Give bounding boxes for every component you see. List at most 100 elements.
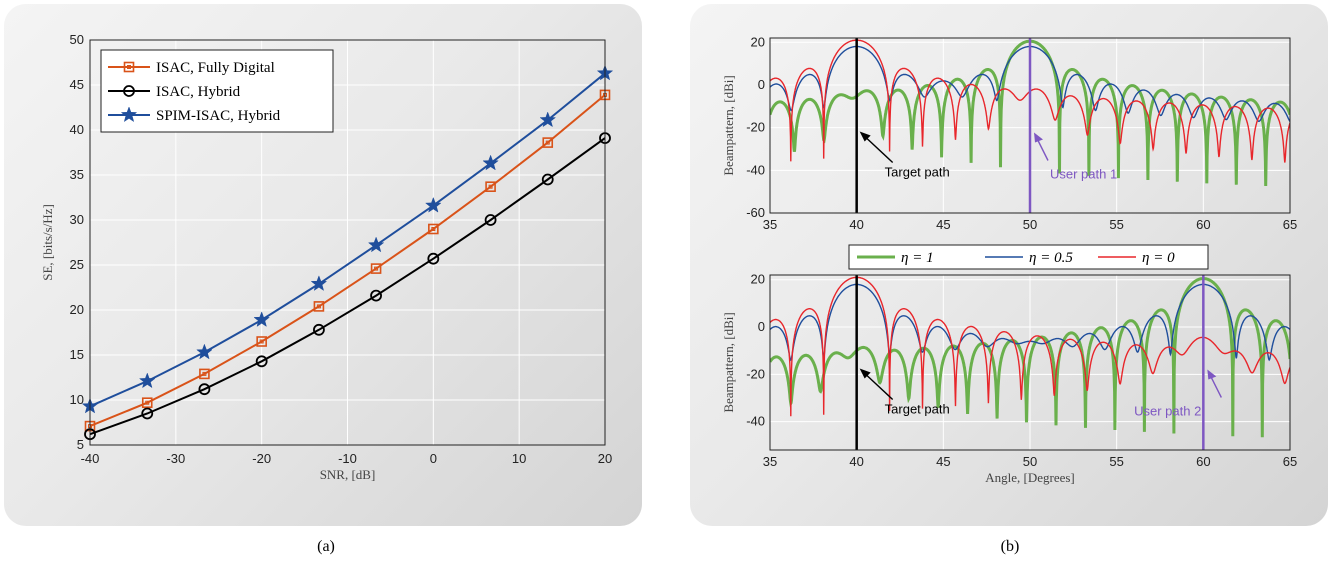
user-path-label: User path 2 — [1134, 404, 1201, 419]
ytick-label-a: 45 — [70, 77, 84, 92]
y-axis-label-a: SE, [bits/s/Hz] — [40, 204, 55, 281]
xtick-label-b: 65 — [1283, 217, 1297, 232]
axes-box-a — [89, 39, 606, 446]
data-point-a — [198, 383, 211, 396]
target-path-label: Target path — [885, 402, 950, 417]
y-axis-label-b: Beampattern, [dBi] — [721, 312, 736, 412]
x-axis-label-a: SNR, [dB] — [320, 467, 376, 482]
ytick-label-a: 40 — [70, 122, 84, 137]
data-point-a — [428, 223, 439, 235]
data-point-a — [482, 154, 499, 171]
ytick-label-a: 50 — [70, 32, 84, 47]
data-point-a-inner — [374, 266, 379, 271]
legend-marker-a-inner — [127, 65, 131, 69]
axes-box-b — [769, 274, 1291, 451]
ytick-label-a: 10 — [70, 392, 84, 407]
xtick-label-a: -40 — [81, 451, 100, 466]
data-point-a-inner — [431, 227, 436, 231]
legend-box-b — [848, 244, 1209, 270]
legend-label-b: η = 0 — [1142, 250, 1175, 266]
ytick-label-b: -40 — [746, 162, 765, 177]
ytick-label-b: -20 — [746, 366, 765, 381]
data-point-a — [367, 236, 385, 253]
ytick-label-b: 20 — [751, 34, 765, 49]
data-point-a — [539, 111, 557, 128]
xtick-label-b: 55 — [1109, 454, 1123, 469]
data-point-a — [256, 336, 267, 347]
data-point-a — [313, 323, 325, 336]
legend-a: ISAC, Fully Digital ISAC, Hybrid SPIM-ISAC… — [100, 49, 334, 133]
legend-label-b: η = 0.5 — [1029, 250, 1073, 266]
caption-b: (b) — [1000, 538, 1020, 555]
ytick-label-b: -20 — [746, 120, 765, 135]
data-point-a-inner — [145, 400, 150, 405]
legend-label-a: ISAC, Fully Digital — [156, 60, 275, 76]
data-point-a — [542, 137, 554, 148]
y-axis-label-b: Beampattern, [dBi] — [721, 75, 736, 175]
xtick-label-b: 60 — [1196, 217, 1210, 232]
chart-b-2: 35 40 45 50 55 60 65 -40 -20 0 20 Angle, [Degrees] B… — [721, 272, 1297, 485]
data-point-a — [196, 343, 213, 360]
legend-marker-a — [120, 106, 138, 123]
data-point-a-inner — [545, 140, 550, 145]
ytick-label-b: 20 — [751, 272, 765, 287]
data-point-a — [138, 372, 156, 389]
legend-label-b: η = 1 — [901, 250, 934, 266]
data-point-a — [370, 289, 382, 302]
series-line-a — [89, 72, 606, 408]
data-point-a-inner — [488, 184, 493, 189]
xtick-label-a: 0 — [430, 451, 437, 466]
caption-a: (a) — [317, 538, 335, 555]
legend-marker-a — [123, 85, 135, 97]
legend-marker-a — [123, 61, 135, 73]
chart-b-1: 35 40 45 50 55 60 65 -60 -40 -20 0 20 Beampattern, [… — [721, 34, 1297, 232]
user-arrowhead — [1207, 369, 1217, 380]
ytick-label-a: 30 — [70, 212, 84, 227]
data-point-a — [484, 214, 497, 226]
user-arrowhead — [1034, 132, 1043, 143]
target-arrow — [862, 370, 894, 401]
xtick-label-a: 10 — [512, 451, 526, 466]
xtick-label-b: 35 — [763, 217, 777, 232]
xtick-label-a: -10 — [338, 451, 357, 466]
target-arrow — [862, 133, 894, 164]
data-point-a — [255, 355, 268, 368]
data-point-a-inner — [316, 304, 321, 309]
data-point-a — [310, 275, 328, 291]
ytick-label-b: 0 — [758, 319, 765, 334]
xtick-label-b: 65 — [1283, 454, 1297, 469]
series-line-a — [89, 94, 606, 428]
target-path-label: Target path — [885, 165, 950, 180]
xtick-label-b: 50 — [1023, 217, 1037, 232]
axes-box-b — [769, 37, 1291, 214]
series-line-a — [89, 137, 606, 436]
chart-a: -40 -30 -20 -10 0 10 20 5 10 15 20 25 30 35 40 45 50 SNR,… — [40, 32, 614, 482]
data-point-a-inner — [259, 339, 264, 344]
ytick-label-a: 35 — [70, 167, 84, 182]
xtick-label-b: 40 — [849, 454, 863, 469]
ytick-label-a: 20 — [70, 302, 84, 317]
data-point-a — [541, 173, 554, 186]
data-point-a — [485, 181, 496, 192]
xtick-label-b: 60 — [1196, 454, 1210, 469]
xtick-label-a: -20 — [252, 451, 271, 466]
ytick-label-b: -60 — [746, 205, 765, 220]
ytick-label-a: 5 — [77, 437, 84, 452]
series-a-0 — [84, 89, 611, 432]
legend-label-a: ISAC, Hybrid — [156, 84, 241, 100]
x-axis-label-b: Angle, [Degrees] — [985, 470, 1075, 485]
xtick-label-b: 35 — [763, 454, 777, 469]
data-point-a — [199, 368, 210, 380]
legend-b: η = 1 η = 0.5 η = 0 — [848, 244, 1209, 270]
data-point-a-inner — [202, 371, 207, 376]
xtick-label-b: 45 — [936, 454, 950, 469]
xtick-label-a: -30 — [166, 451, 185, 466]
data-point-a — [370, 263, 382, 274]
xtick-label-b: 50 — [1023, 454, 1037, 469]
data-point-a — [253, 311, 270, 327]
xtick-label-a: 20 — [598, 451, 612, 466]
xtick-label-b: 45 — [936, 217, 950, 232]
ytick-label-a: 25 — [70, 257, 84, 272]
ytick-label-b: 0 — [758, 77, 765, 92]
